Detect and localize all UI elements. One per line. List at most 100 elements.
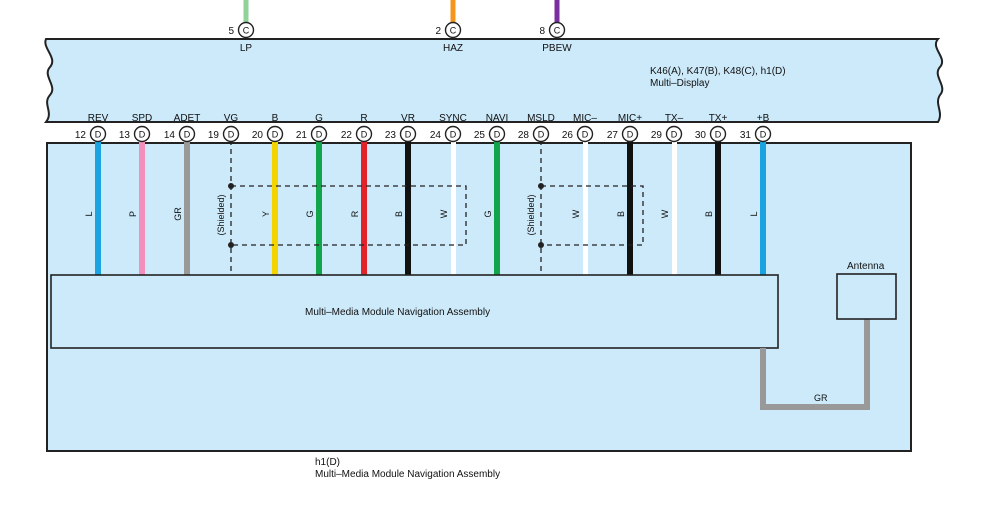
harness-wires: L P GR Y G R B W G W B W B L [84,140,766,275]
pin-number: 23 [385,130,397,141]
pin-number: 29 [651,130,663,141]
wire-color-label: B [394,211,404,217]
wire-color-label: R [350,210,360,217]
pin-number: 5 [228,26,234,37]
wire-color-label: W [571,209,581,218]
shield-joint [538,242,544,248]
pin-number: 8 [539,26,545,37]
signal-label: MSLD [527,113,555,124]
wire-24 [451,140,456,275]
wire-color-label: G [483,210,493,217]
connector-letter: D [272,130,279,140]
display-name: Multi–Display [650,78,709,89]
signal-label: ADET [174,113,201,124]
antenna-wire [760,319,870,410]
module-label: Multi–Media Module Navigation Assembly [305,307,490,318]
shield-joint [228,242,234,248]
connector-letter: D [184,130,191,140]
shield-joint [228,183,234,189]
wire-29 [672,140,677,275]
wire-color-label: B [616,211,626,217]
wire-26 [583,140,588,275]
antenna-box [836,273,897,320]
signal-label: MIC– [573,113,597,124]
connector-letter: D [627,130,634,140]
connector-letter: D [450,130,457,140]
connector-letter: D [95,130,102,140]
shielded-label: (Shielded) [526,194,536,235]
pin-circle [621,125,639,143]
signal-label: LP [240,43,253,54]
signal-label: NAVI [486,113,509,124]
pin-number: 12 [75,130,87,141]
wire-color-label: GR [173,207,183,221]
connector-letter: D [494,130,501,140]
shield-boxes: (Shielded) (Shielded) [216,183,644,248]
wire-color-label: W [439,209,449,218]
connector-letter: D [361,130,368,140]
pin-circle [532,125,550,143]
shield-joint [538,183,544,189]
footer-connector-id: h1(D) [315,457,340,468]
pin-circle [399,125,417,143]
pin-number: 25 [474,130,486,141]
display-connector-list: K46(A), K47(B), K48(C), h1(D) [650,66,786,77]
pin-circle-top [548,21,566,39]
upstream-wires [243,0,560,22]
pin-number: 26 [562,130,574,141]
connector-letter: C [554,26,561,36]
shield-box [541,185,644,246]
signal-label: TX– [665,113,684,124]
pin-number: 21 [296,130,308,141]
pin-circle [709,125,727,143]
signal-label: PBEW [542,43,572,54]
connector-letter: D [538,130,545,140]
pin-number: 30 [695,130,707,141]
pin-number: 27 [607,130,619,141]
connector-letter: C [450,26,457,36]
signal-label: REV [88,113,109,124]
connector-letter: D [405,130,412,140]
wire-color-label: W [660,209,670,218]
connector-d-pins: D12REVD13SPDD14ADETD19VGD20BD21GD22RD23V… [75,113,772,143]
pin-circle [178,125,196,143]
antenna-label: Antenna [847,261,885,272]
signal-label: G [315,113,323,124]
pin-number: 13 [119,130,131,141]
pin-circle [444,125,462,143]
pin-number: 22 [341,130,353,141]
connector-letter: D [316,130,323,140]
signal-label: SYNC [439,113,467,124]
connector-letter: D [582,130,589,140]
wire-color-label: P [128,211,138,217]
connector-letter: C [243,26,250,36]
pin-circle-top [237,21,255,39]
module-box [50,274,779,349]
signal-label: VR [401,113,415,124]
pin-circle [222,125,240,143]
pin-circle [355,125,373,143]
pin-circle [576,125,594,143]
signal-label: R [360,113,367,124]
pin-number: 19 [208,130,220,141]
connector-letter: D [760,130,767,140]
footer-module-name: Multi–Media Module Navigation Assembly [315,469,500,480]
wire-color-label: G [305,210,315,217]
wire-color-label: B [704,211,714,217]
connector-letter: D [139,130,146,140]
wire-color-label: Y [261,211,271,217]
signal-label: +B [757,113,770,124]
signal-label: MIC+ [618,113,642,124]
wire-color-label: L [84,211,94,216]
pin-circle-top [444,21,462,39]
pin-circle [133,125,151,143]
multi-display-panel [43,38,944,123]
pin-circle [665,125,683,143]
pin-number: 31 [740,130,752,141]
pin-number: 2 [435,26,441,37]
pin-circle [754,125,772,143]
signal-label: HAZ [443,43,463,54]
pin-circle [266,125,284,143]
wire-color-label: L [749,211,759,216]
